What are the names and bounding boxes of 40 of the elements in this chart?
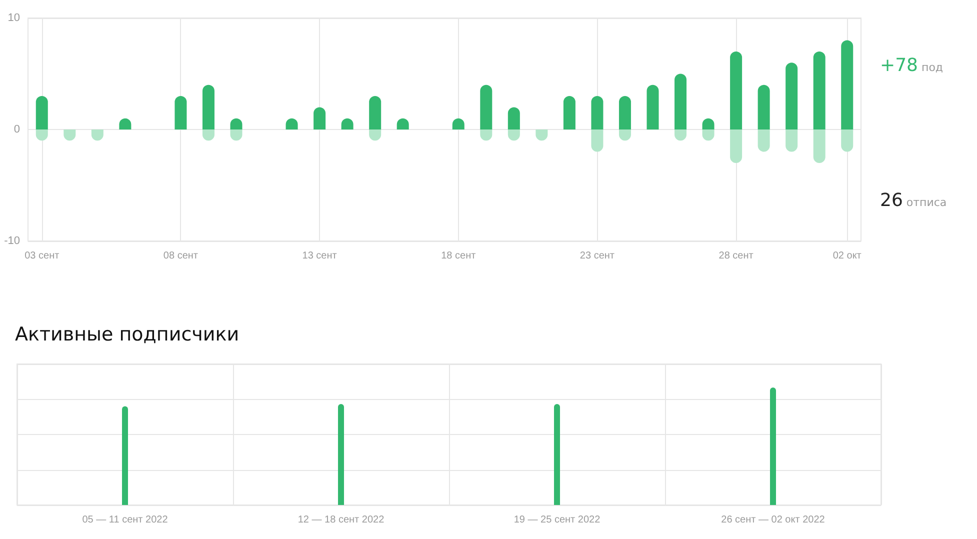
x-tick-label: 05 — 11 сент 2022 — [82, 514, 168, 526]
bar — [730, 51, 742, 130]
bar — [786, 130, 798, 152]
bar — [813, 130, 826, 163]
bar — [591, 130, 604, 152]
chart-title: Активные подписчики — [15, 324, 240, 346]
bar — [674, 74, 687, 130]
bar — [508, 107, 520, 130]
y-tick-label: 10 — [8, 12, 20, 24]
bar — [202, 84, 214, 130]
bar — [813, 51, 826, 130]
x-tick-label: 18 сент — [441, 250, 476, 262]
bar — [369, 96, 382, 130]
x-tick-label: 28 сент — [718, 250, 754, 262]
bar — [758, 84, 770, 130]
bar — [841, 40, 854, 130]
text: 26 отписа — [880, 190, 947, 211]
bar — [480, 84, 492, 130]
bar — [730, 130, 742, 163]
y-tick-label: 0 — [14, 124, 20, 136]
x-tick-label: 02 окт — [832, 250, 862, 262]
bar — [646, 84, 659, 130]
bar — [563, 96, 576, 130]
text: +78 под — [880, 55, 944, 76]
x-tick-label: 13 сент — [302, 250, 338, 262]
x-tick-label: 23 сент — [580, 250, 615, 262]
bar — [758, 130, 770, 152]
bar — [841, 130, 854, 152]
x-tick-label: 12 — 18 сент 2022 — [298, 514, 385, 526]
x-tick-label: 08 сент — [163, 250, 198, 262]
bar — [618, 96, 631, 130]
x-tick-label: 03 сент — [24, 250, 60, 262]
x-tick-label: 26 сент — 02 окт 2022 — [721, 514, 826, 526]
bar — [36, 96, 48, 130]
bar — [591, 96, 604, 130]
bar — [174, 96, 187, 130]
bar — [314, 107, 326, 130]
y-tick-label: -10 — [4, 235, 20, 247]
bar — [786, 62, 798, 130]
x-tick-label: 19 — 25 сент 2022 — [514, 514, 601, 526]
